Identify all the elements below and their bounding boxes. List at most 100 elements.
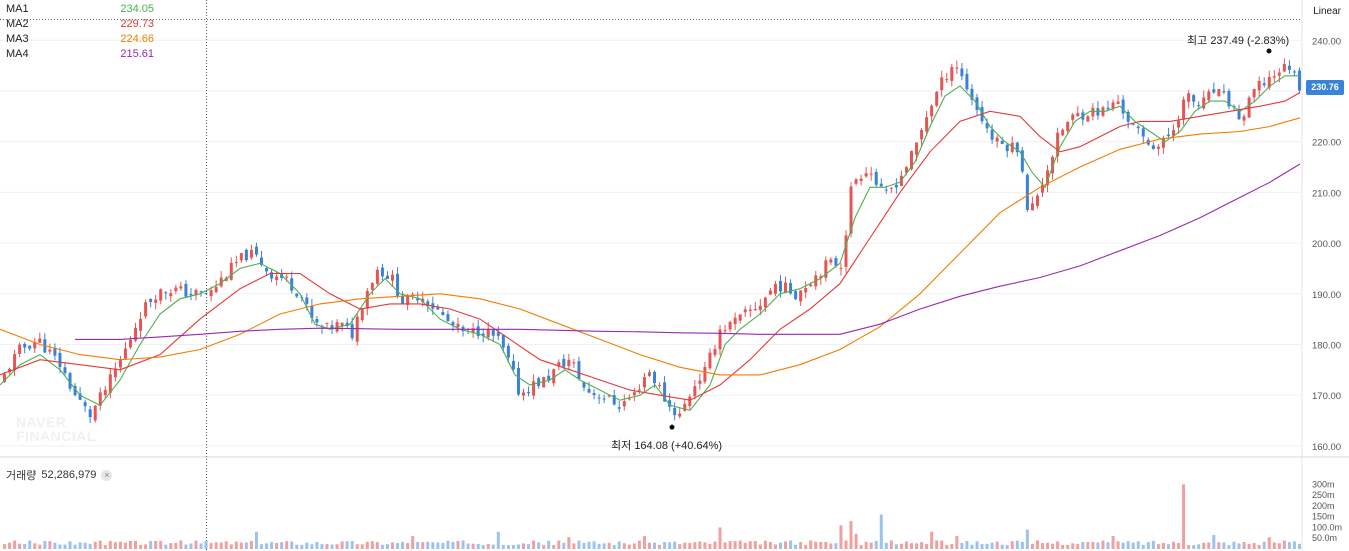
volume-bar bbox=[315, 541, 319, 549]
candle-body bbox=[663, 382, 667, 402]
candle-body bbox=[879, 183, 883, 187]
candle-body bbox=[481, 333, 485, 336]
candle-body bbox=[607, 395, 611, 397]
volume-bar bbox=[254, 531, 258, 549]
volume-bar bbox=[1126, 541, 1130, 549]
volume-bar bbox=[169, 543, 173, 549]
volume-bar bbox=[159, 540, 163, 549]
volume-bar bbox=[68, 541, 72, 549]
candle-body bbox=[310, 305, 314, 319]
volume-bar bbox=[1091, 541, 1095, 549]
volume-bar bbox=[1257, 544, 1261, 549]
candle-body bbox=[486, 328, 490, 338]
candle-body bbox=[683, 403, 687, 411]
volume-tick-label: 200m bbox=[1312, 501, 1335, 511]
volume-bar bbox=[763, 540, 767, 549]
candle-body bbox=[1242, 116, 1246, 121]
volume-bar bbox=[1046, 542, 1050, 549]
volume-bar bbox=[904, 541, 908, 549]
candle-body bbox=[340, 322, 344, 326]
volume-bar bbox=[1177, 543, 1181, 549]
volume-bar bbox=[925, 544, 929, 549]
volume-bar bbox=[280, 542, 284, 549]
candle-body bbox=[1116, 101, 1120, 105]
candle-body bbox=[214, 287, 218, 292]
candle-body bbox=[1076, 113, 1080, 117]
volume-bar bbox=[809, 540, 813, 549]
volume-bar bbox=[829, 543, 833, 549]
volume-label: 거래량 52,286,979 × bbox=[6, 467, 113, 483]
candle-body bbox=[909, 151, 913, 170]
volume-bar bbox=[219, 542, 223, 549]
volume-bar bbox=[1000, 544, 1004, 549]
candle-body bbox=[360, 308, 364, 321]
volume-bar bbox=[587, 541, 591, 549]
volume-bar bbox=[511, 544, 515, 549]
volume-bar bbox=[985, 543, 989, 549]
volume-bar bbox=[617, 541, 621, 549]
watermark-line: NAVER bbox=[16, 414, 67, 430]
current-price-tag: 230.76 bbox=[1306, 80, 1344, 95]
candle-body bbox=[204, 293, 208, 295]
candle-body bbox=[1212, 89, 1216, 93]
candle-body bbox=[295, 293, 299, 297]
volume-bar bbox=[73, 544, 77, 549]
candle-body bbox=[960, 68, 964, 77]
volume-bar bbox=[738, 540, 742, 549]
volume-bar bbox=[547, 540, 551, 549]
volume-bar bbox=[1192, 545, 1196, 549]
price-tick-label: 180.00 bbox=[1312, 340, 1341, 351]
low-annotation: 최저 164.08 (+40.64%) bbox=[611, 437, 722, 453]
volume-bar bbox=[1131, 542, 1135, 549]
volume-tick-label: 300m bbox=[1312, 479, 1335, 489]
candle-body bbox=[1287, 65, 1291, 70]
candle-body bbox=[859, 178, 863, 182]
volume-bar bbox=[1212, 534, 1216, 549]
candle-body bbox=[627, 398, 631, 400]
candle-body bbox=[270, 272, 274, 279]
low-label: 최저 bbox=[611, 440, 632, 452]
candle-body bbox=[748, 309, 752, 311]
volume-bar bbox=[567, 537, 571, 549]
close-icon[interactable]: × bbox=[101, 469, 113, 481]
scale-mode-button[interactable]: Linear bbox=[1313, 6, 1341, 17]
volume-bar bbox=[1151, 540, 1155, 549]
candle-body bbox=[799, 290, 803, 302]
volume-bar bbox=[935, 540, 939, 549]
volume-bar bbox=[1136, 541, 1140, 549]
volume-bar bbox=[637, 540, 641, 549]
volume-bar bbox=[1141, 544, 1145, 549]
candle-body bbox=[199, 291, 203, 293]
volume-bar bbox=[527, 544, 531, 549]
volume-bar bbox=[506, 545, 510, 549]
volume-bar bbox=[139, 544, 143, 549]
candle-body bbox=[768, 290, 772, 295]
candle-body bbox=[572, 362, 576, 364]
volume-bar bbox=[869, 542, 873, 549]
volume-bar bbox=[244, 542, 248, 549]
candle-body bbox=[995, 137, 999, 142]
candle-body bbox=[446, 314, 450, 321]
volume-bar bbox=[1111, 536, 1115, 549]
volume-bar bbox=[426, 541, 430, 549]
volume-bar bbox=[496, 531, 500, 549]
candle-body bbox=[3, 374, 7, 383]
volume-bar bbox=[88, 543, 92, 549]
candle-body bbox=[557, 362, 561, 367]
volume-bar bbox=[355, 544, 359, 549]
candle-body bbox=[113, 368, 117, 378]
candle-body bbox=[13, 354, 17, 371]
volume-bar bbox=[1161, 543, 1165, 549]
candle-body bbox=[945, 79, 949, 81]
candle-body bbox=[1020, 150, 1024, 172]
volume-bar bbox=[607, 542, 611, 549]
candle-body bbox=[249, 249, 253, 258]
volume-bar bbox=[421, 542, 425, 549]
candle-body bbox=[824, 260, 828, 278]
candle-body bbox=[385, 275, 389, 279]
volume-bar bbox=[784, 541, 788, 549]
candle-body bbox=[612, 395, 616, 405]
volume-bar bbox=[854, 533, 858, 549]
